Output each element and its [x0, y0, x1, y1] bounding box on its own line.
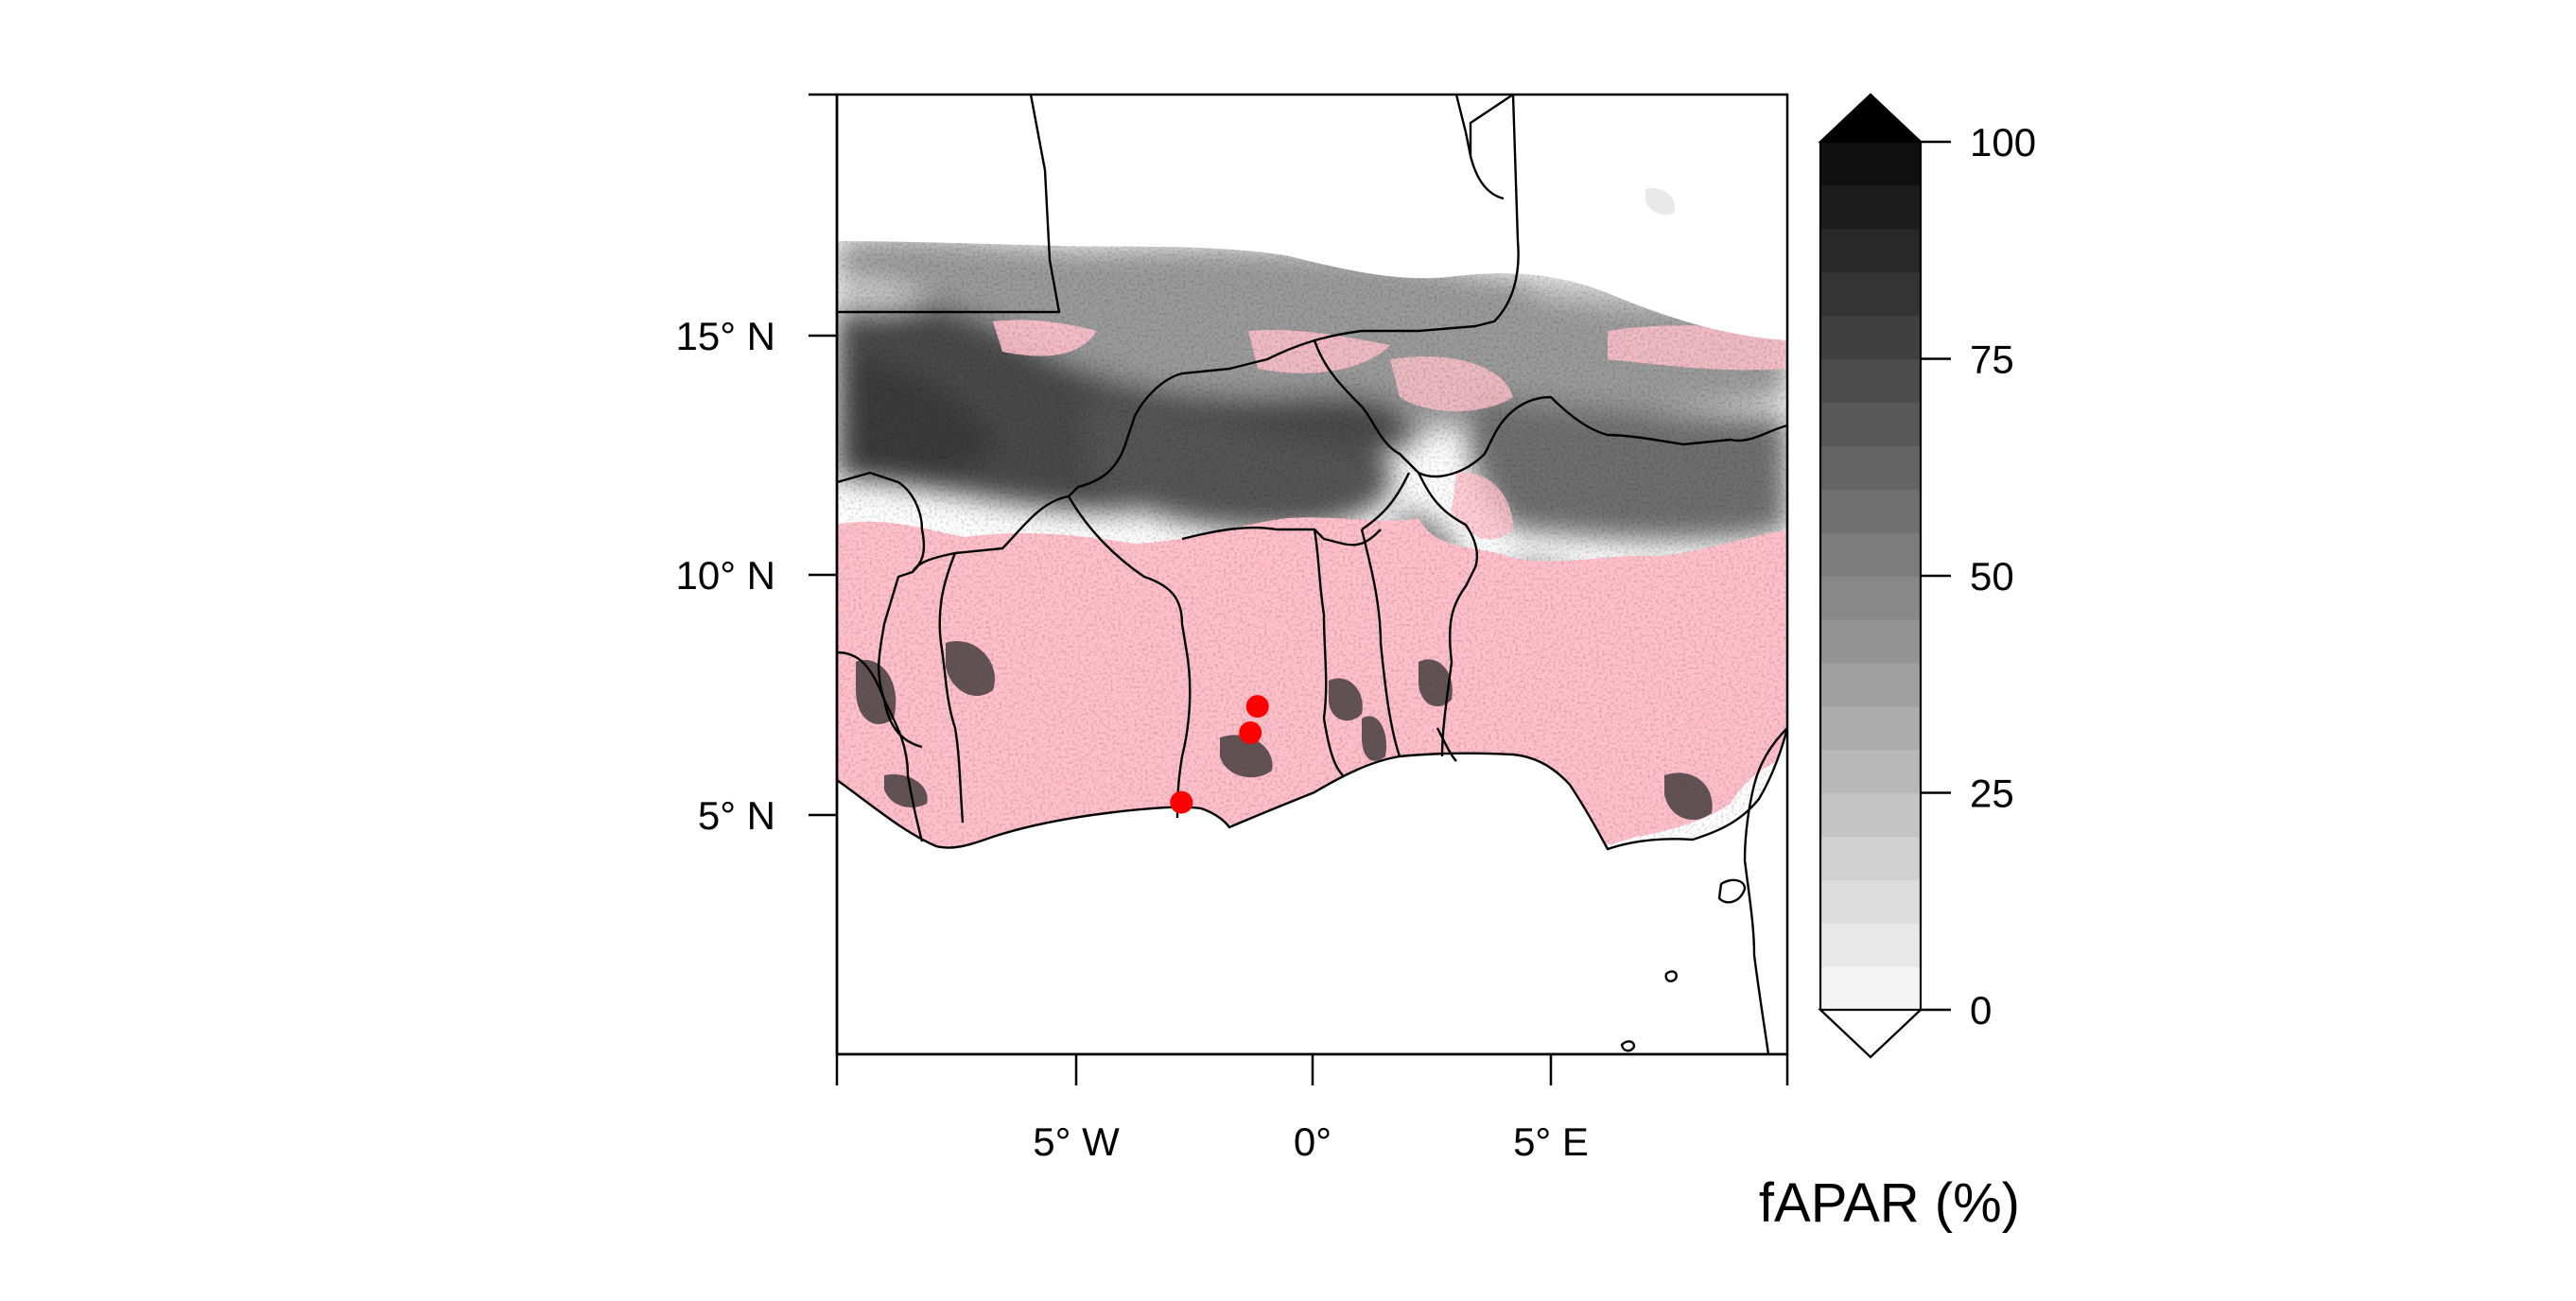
- y-tick-label: 5° N: [698, 793, 775, 838]
- colorbar-step: [1820, 184, 1921, 230]
- country-borders: [836, 94, 1789, 1055]
- site-marker: [1170, 790, 1193, 814]
- colorbar-min-arrow: [1818, 1008, 1923, 1059]
- colorbar-step: [1820, 705, 1921, 751]
- x-tick-label: 0°: [1294, 1119, 1332, 1164]
- colorbar-step: [1820, 358, 1921, 403]
- y-tick-label: 15° N: [675, 314, 775, 358]
- x-tick-label: 5° E: [1513, 1119, 1589, 1164]
- colorbar-step: [1820, 879, 1921, 924]
- colorbar-step: [1820, 271, 1921, 317]
- colorbar-step: [1820, 402, 1921, 446]
- colorbar-step: [1820, 228, 1921, 273]
- x-tick-5w: 5° W: [1033, 1054, 1120, 1164]
- map-panel: [835, 93, 1789, 1056]
- colorbar-tick-label: 100: [1970, 120, 2036, 165]
- colorbar-ticks: 100 75 50 25 0: [1921, 120, 2036, 1032]
- colorbar-step: [1820, 923, 1921, 967]
- colorbar-step: [1820, 445, 1921, 490]
- colorbar: 100 75 50 25 0 fAPAR (%): [1759, 93, 2036, 1234]
- colorbar-title: fAPAR (%): [1759, 1172, 2020, 1234]
- x-tick-label: 5° W: [1033, 1119, 1120, 1164]
- x-axis: 5° W 0° 5° E: [835, 1052, 1789, 1164]
- site-marker: [1239, 721, 1262, 744]
- colorbar-tick-label: 0: [1970, 988, 1992, 1032]
- colorbar-tick-label: 50: [1970, 554, 2014, 598]
- colorbar-tick-label: 25: [1970, 772, 2014, 816]
- desert: [837, 95, 1787, 340]
- y-tick-10: 10° N: [675, 553, 837, 598]
- colorbar-step: [1820, 315, 1921, 360]
- x-tick-0: 0°: [1294, 1054, 1332, 1164]
- colorbar-step: [1820, 966, 1921, 1011]
- colorbar-step: [1820, 489, 1921, 533]
- colorbar-step: [1820, 142, 1921, 186]
- colorbar-step: [1820, 662, 1921, 707]
- colorbar-step: [1820, 792, 1921, 837]
- site-markers: [1170, 695, 1269, 814]
- colorbar-steps: [1820, 142, 1921, 1011]
- y-axis: 15° N 10° N 5° N: [675, 93, 839, 1054]
- colorbar-step: [1820, 576, 1921, 620]
- ocean: [837, 728, 1787, 1054]
- colorbar-step: [1820, 836, 1921, 880]
- fapar-raster: [837, 95, 1787, 1054]
- site-marker: [1245, 695, 1269, 719]
- colorbar-max-arrow: [1818, 93, 1923, 144]
- colorbar-step: [1820, 618, 1921, 664]
- x-tick-5e: 5° E: [1513, 1054, 1589, 1164]
- colorbar-step: [1820, 749, 1921, 794]
- colorbar-tick-label: 75: [1970, 338, 2014, 382]
- y-tick-label: 10° N: [675, 553, 775, 598]
- y-tick-15: 15° N: [675, 314, 837, 358]
- y-tick-5: 5° N: [698, 793, 837, 838]
- colorbar-step: [1820, 532, 1921, 577]
